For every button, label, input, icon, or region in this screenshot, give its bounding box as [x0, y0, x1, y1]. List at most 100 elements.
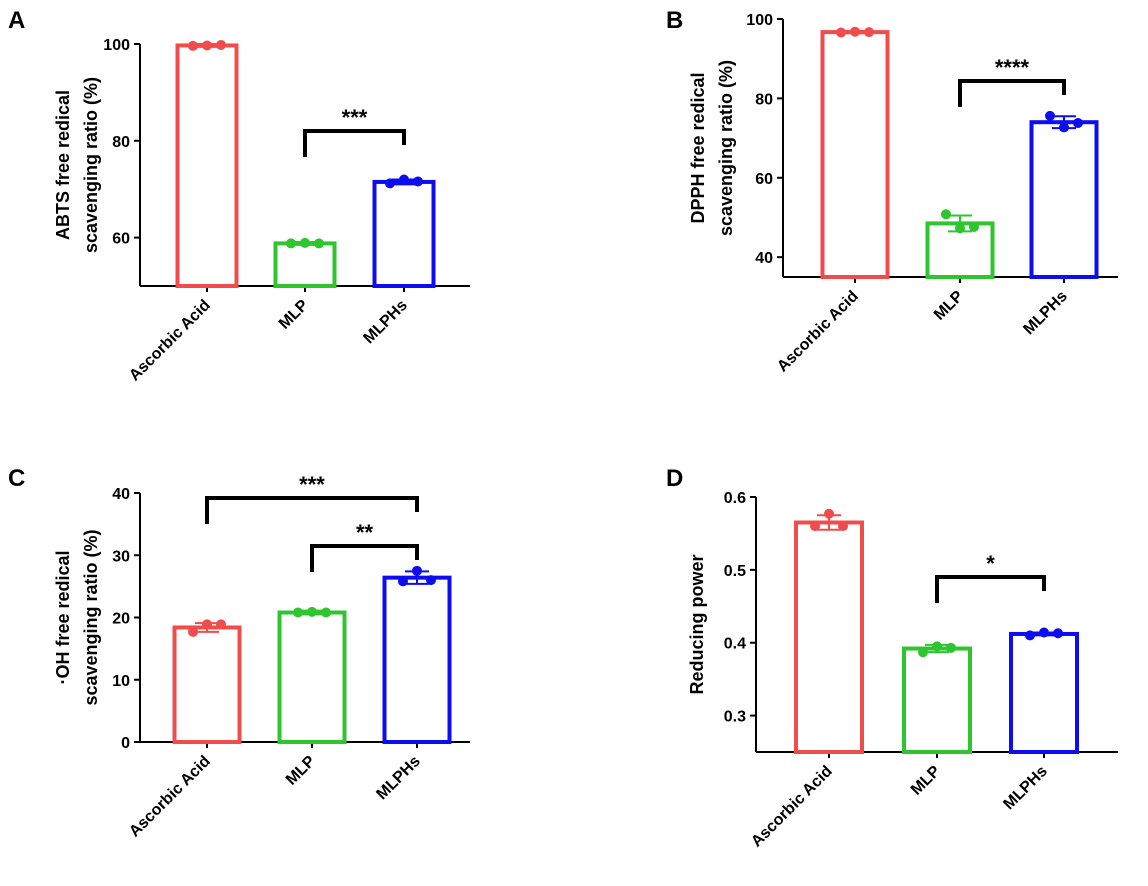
panel-label: D [666, 465, 683, 492]
data-point [412, 565, 422, 576]
y-axis-title-line: ·OH free redical [53, 550, 73, 684]
data-point [413, 176, 423, 187]
bar [902, 646, 972, 754]
y-tick-label: 80 [755, 91, 773, 108]
y-tick-label: 60 [755, 171, 773, 188]
bar [277, 610, 347, 745]
y-tick-label: 60 [112, 231, 130, 248]
y-axis-title-line: scavenging ratio (%) [81, 529, 101, 705]
data-point [1045, 110, 1055, 121]
data-point [850, 26, 860, 37]
x-category-label: MLP [931, 288, 967, 324]
y-tick-label: 0.3 [724, 709, 746, 726]
chart-panel-d: D 0.3 0.4 0.5 0.6 Ascorbic Acid MLP MLPHs Reduci… [666, 465, 1118, 850]
data-point [955, 223, 965, 234]
x-category-label: MLPHs [1000, 763, 1050, 813]
data-point [293, 607, 303, 618]
bar [820, 30, 890, 279]
bar [172, 625, 242, 745]
bar [175, 43, 239, 289]
bar [273, 241, 337, 289]
x-category-label: MLP [276, 297, 312, 333]
y-tick-label: 40 [112, 486, 130, 503]
significance-label: * [986, 551, 995, 576]
data-point [426, 575, 436, 586]
y-axis-title-line: scavenging ratio (%) [716, 60, 736, 236]
y-tick-label: 10 [112, 673, 130, 690]
data-point [188, 40, 198, 51]
panel-label: A [8, 7, 25, 34]
x-category-label: Ascorbic Acid [126, 753, 214, 841]
data-point [969, 221, 979, 232]
significance-label: ** [356, 520, 374, 545]
data-point [399, 174, 409, 185]
y-axis-title: ·OH free redical scavenging ratio (%) [53, 529, 101, 705]
data-point [385, 178, 395, 189]
y-tick-label: 0 [121, 735, 130, 752]
chart-panel-b: B 40 60 80 100 Ascorbic Acid MLP MLPHs DPPH free… [666, 7, 1118, 375]
significance-bracket [958, 79, 1066, 107]
bar [382, 575, 452, 744]
significance-bracket [205, 496, 419, 524]
y-tick-label: 0.6 [724, 490, 746, 507]
panel-label: C [8, 465, 25, 492]
x-category-label: Ascorbic Acid [126, 297, 214, 385]
significance-bracket [935, 575, 1046, 603]
data-point [1053, 628, 1063, 639]
data-point [1025, 630, 1035, 641]
y-axis-title-line: Reducing power [687, 554, 707, 694]
significance-bracket [303, 129, 406, 157]
x-category-label: Ascorbic Acid [748, 763, 836, 851]
data-point [836, 27, 846, 38]
y-axis-title-line: scavenging ratio (%) [81, 77, 101, 253]
chart-panel-c: C 0 10 20 30 40 Ascorbic Acid MLP MLPHs ·OH free … [8, 465, 470, 840]
data-point [398, 576, 408, 587]
bar [1029, 120, 1099, 279]
significance-label: *** [342, 105, 368, 130]
x-category-label: MLPHs [373, 753, 423, 803]
data-point [1073, 117, 1083, 128]
y-axis-title: Reducing power [687, 554, 707, 694]
data-point [1059, 122, 1069, 133]
y-tick-label: 80 [112, 134, 130, 151]
data-point [286, 238, 296, 249]
y-tick-label: 100 [103, 37, 130, 54]
y-axis-title-line: ABTS free redical [53, 90, 73, 240]
data-point [932, 641, 942, 652]
x-category-label: MLPHs [1020, 288, 1070, 338]
x-category-label: MLP [283, 753, 319, 789]
data-point [838, 521, 848, 532]
data-point [824, 508, 834, 519]
bar [794, 520, 864, 754]
data-point [1039, 627, 1049, 638]
x-category-label: MLPHs [360, 297, 410, 347]
data-point [314, 238, 324, 249]
data-point [864, 27, 874, 38]
y-tick-label: 20 [112, 611, 130, 628]
y-tick-label: 0.5 [724, 563, 746, 580]
y-tick-label: 40 [755, 250, 773, 267]
data-point [321, 607, 331, 618]
significance-label: *** [299, 472, 325, 497]
data-point [188, 626, 198, 637]
data-point [216, 619, 226, 630]
data-point [307, 606, 317, 617]
data-point [202, 40, 212, 51]
y-axis-title: ABTS free redical scavenging ratio (%) [53, 77, 101, 253]
chart-panel-a: A 60 80 100 Ascorbic Acid MLP MLPHs ABTS free r… [8, 7, 470, 384]
bar [372, 179, 436, 288]
significance-label: **** [995, 55, 1030, 80]
y-tick-label: 100 [746, 12, 773, 29]
y-axis-title-line: DPPH free redical [688, 72, 708, 223]
data-point [216, 39, 226, 50]
panel-label: B [666, 7, 683, 34]
significance-bracket [310, 544, 419, 572]
y-tick-label: 30 [112, 548, 130, 565]
data-point [918, 647, 928, 658]
data-point [941, 209, 951, 220]
y-tick-label: 0.4 [724, 636, 746, 653]
y-axis-title: DPPH free redical scavenging ratio (%) [688, 60, 736, 236]
data-point [202, 619, 212, 630]
data-point [810, 521, 820, 532]
